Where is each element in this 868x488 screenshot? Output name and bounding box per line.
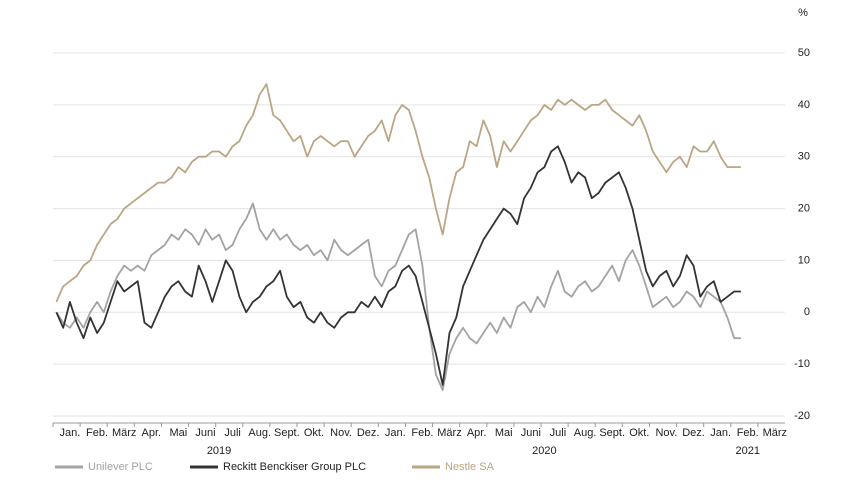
x-tick-label: Apr. <box>141 427 161 439</box>
x-tick-label: Okt. <box>629 427 649 439</box>
x-tick-label: Mai <box>170 427 188 439</box>
y-tick-label: 10 <box>798 254 810 266</box>
x-tick-label: Nov. <box>655 427 677 439</box>
x-tick-label: Jan. <box>60 427 81 439</box>
x-tick-label: Dez. <box>682 427 705 439</box>
x-tick-label: Okt. <box>304 427 324 439</box>
x-tick-label: Juli <box>550 427 567 439</box>
legend-label: Unilever PLC <box>88 461 153 473</box>
x-tick-label: Jan. <box>385 427 406 439</box>
x-tick-label: Juni <box>521 427 541 439</box>
x-tick-label: Aug. <box>248 427 271 439</box>
line-series <box>55 83 741 303</box>
legend-label: Reckitt Benckiser Group PLC <box>223 461 366 473</box>
line-series <box>55 202 741 391</box>
x-tick-label: Mai <box>495 427 513 439</box>
x-tick-label: Feb. <box>411 427 433 439</box>
y-tick-label: 0 <box>804 306 810 318</box>
y-tick-label: 50 <box>798 47 810 59</box>
x-tick-label: März <box>437 427 461 439</box>
x-tick-label: Feb. <box>737 427 759 439</box>
y-tick-label: 20 <box>798 202 810 214</box>
x-tick-label: Jan. <box>710 427 731 439</box>
y-tick-label: 40 <box>798 99 810 111</box>
x-tick-label: Dez. <box>357 427 380 439</box>
x-tick-label: März <box>112 427 136 439</box>
legend-label: Nestle SA <box>445 461 495 473</box>
x-tick-label: Feb. <box>86 427 108 439</box>
x-tick-label: Juni <box>195 427 215 439</box>
y-tick-label: -10 <box>794 358 810 370</box>
x-tick-label: Juli <box>224 427 241 439</box>
y-tick-label: -20 <box>794 410 810 422</box>
x-tick-label: Sept. <box>274 427 300 439</box>
x-tick-label: Apr. <box>467 427 487 439</box>
year-label: 2021 <box>735 445 759 457</box>
x-tick-label: Aug. <box>574 427 597 439</box>
y-tick-label: 30 <box>798 151 810 163</box>
year-label: 2020 <box>532 445 556 457</box>
line-series <box>55 145 741 386</box>
x-tick-label: Nov. <box>330 427 352 439</box>
year-label: 2019 <box>207 445 231 457</box>
x-tick-label: Sept. <box>599 427 625 439</box>
x-tick-label: März <box>763 427 787 439</box>
y-unit: % <box>798 7 808 19</box>
